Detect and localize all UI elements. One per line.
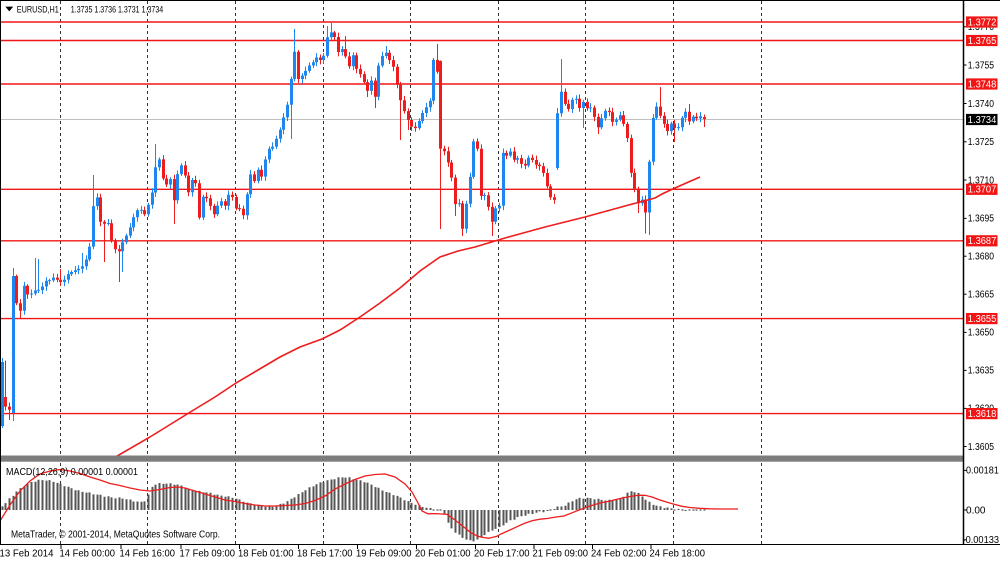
svg-text:21 Feb 09:00: 21 Feb 09:00	[533, 549, 589, 560]
svg-text:1.3772: 1.3772	[968, 17, 997, 28]
svg-text:19 Feb 09:00: 19 Feb 09:00	[356, 549, 412, 560]
svg-text:1.3680: 1.3680	[968, 252, 995, 263]
svg-text:18 Feb 17:00: 18 Feb 17:00	[297, 549, 353, 560]
svg-text:-0.00133: -0.00133	[963, 535, 1000, 546]
svg-text:1.3740: 1.3740	[968, 99, 995, 110]
svg-text:0.00181: 0.00181	[966, 466, 999, 477]
svg-text:1.3650: 1.3650	[968, 328, 995, 339]
svg-text:MetaTrader, © 2001-2014, MetaQ: MetaTrader, © 2001-2014, MetaQuotes Soft…	[11, 530, 220, 541]
svg-text:1.3687: 1.3687	[968, 236, 997, 247]
svg-text:1.3748: 1.3748	[968, 79, 997, 90]
svg-text:1.3734: 1.3734	[968, 115, 997, 126]
svg-text:1.3618: 1.3618	[968, 409, 997, 420]
svg-text:14 Feb 00:00: 14 Feb 00:00	[60, 549, 116, 560]
svg-text:13 Feb 2014: 13 Feb 2014	[0, 549, 54, 560]
svg-text:1.3765: 1.3765	[968, 36, 997, 47]
svg-text:0.00: 0.00	[966, 505, 986, 516]
svg-text:1.3755: 1.3755	[968, 60, 995, 71]
svg-text:17 Feb 09:00: 17 Feb 09:00	[180, 549, 236, 560]
svg-text:18 Feb 01:00: 18 Feb 01:00	[238, 549, 294, 560]
svg-text:EURUSD,H1: EURUSD,H1	[17, 5, 59, 16]
svg-text:1.3655: 1.3655	[968, 314, 997, 325]
svg-text:1.3605: 1.3605	[968, 442, 995, 453]
svg-text:1.3735 1.3736 1.3731 1.3734: 1.3735 1.3736 1.3731 1.3734	[71, 5, 163, 16]
svg-text:1.3695: 1.3695	[968, 214, 995, 225]
svg-text:1.3725: 1.3725	[968, 137, 995, 148]
svg-text:24 Feb 18:00: 24 Feb 18:00	[650, 549, 706, 560]
svg-text:1.3710: 1.3710	[968, 175, 995, 186]
svg-text:1.3665: 1.3665	[968, 290, 995, 301]
svg-text:20 Feb 01:00: 20 Feb 01:00	[415, 549, 471, 560]
svg-text:24 Feb 02:00: 24 Feb 02:00	[591, 549, 647, 560]
svg-text:MACD(12,26,9) 0.00001 0.00001: MACD(12,26,9) 0.00001 0.00001	[6, 467, 138, 478]
svg-text:20 Feb 17:00: 20 Feb 17:00	[474, 549, 530, 560]
svg-text:1.3707: 1.3707	[968, 185, 997, 196]
svg-text:1.3635: 1.3635	[968, 366, 995, 377]
svg-text:14 Feb 16:00: 14 Feb 16:00	[120, 549, 176, 560]
